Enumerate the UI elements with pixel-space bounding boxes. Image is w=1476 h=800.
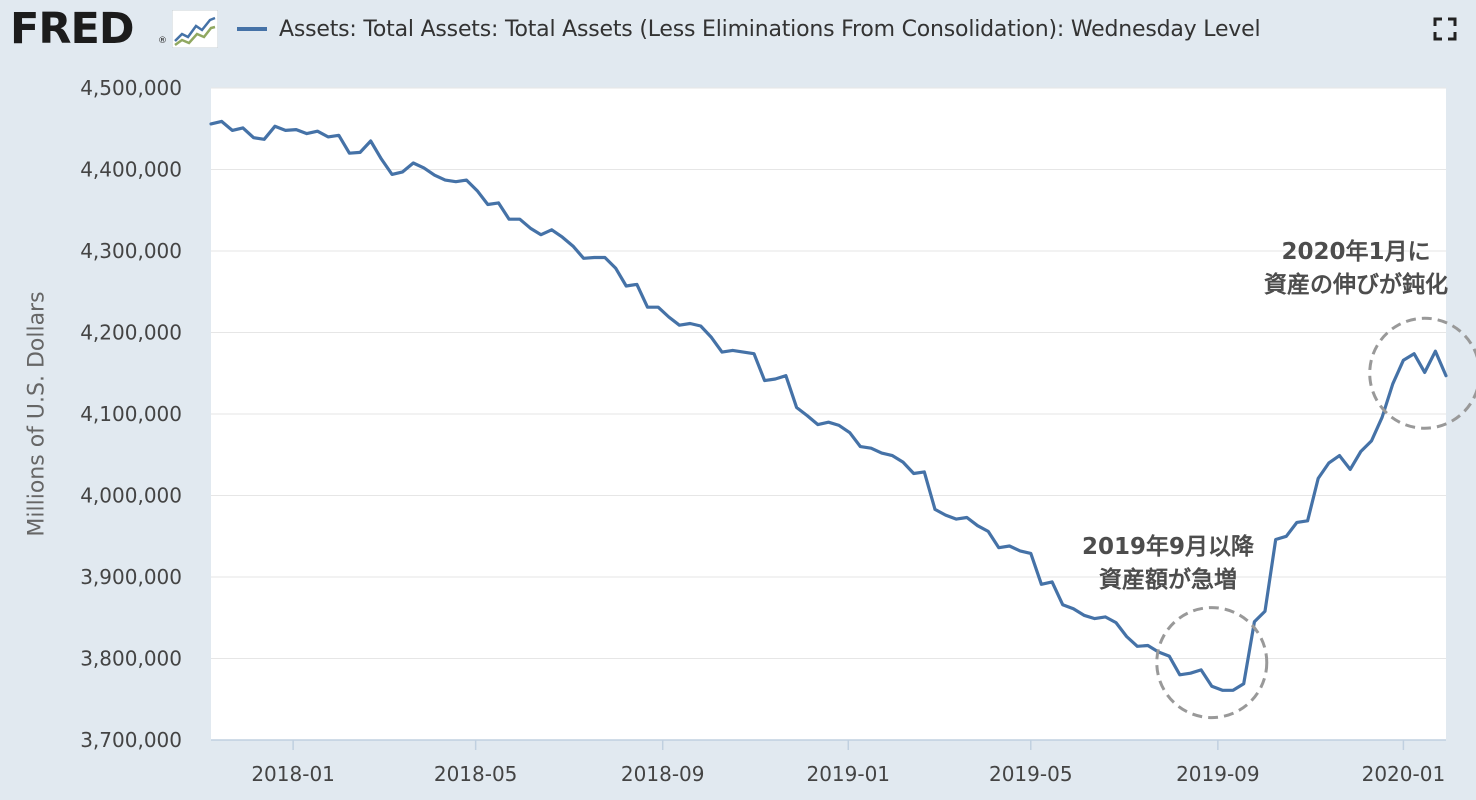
- legend-swatch: [237, 27, 267, 31]
- annotation-circle: [1155, 606, 1269, 720]
- y-tick-label: 3,900,000: [80, 565, 182, 589]
- x-tick-label: 2019-05: [989, 762, 1073, 786]
- annotation-line: 資産額が急増: [1099, 567, 1237, 593]
- fred-logo[interactable]: FRED: [10, 4, 135, 54]
- fullscreen-icon[interactable]: [1432, 16, 1458, 42]
- chart-legend[interactable]: Assets: Total Assets: Total Assets (Less…: [237, 14, 1261, 44]
- series-line: [209, 119, 1448, 692]
- y-tick-label: 4,400,000: [80, 158, 182, 182]
- x-tick-label: 2018-09: [621, 762, 705, 786]
- y-tick-label: 4,100,000: [80, 402, 182, 426]
- x-tick-label: 2019-09: [1176, 762, 1260, 786]
- registered-mark: ®: [158, 36, 167, 46]
- chart-header: FRED ® Assets: Total Assets: Total Asset…: [0, 0, 1476, 62]
- x-tick-label: 2018-05: [434, 762, 518, 786]
- y-tick-label: 3,800,000: [80, 647, 182, 671]
- x-tick-label: 2019-01: [806, 762, 890, 786]
- annotation-line: 2020年1月に: [1281, 239, 1431, 265]
- annotation-line: 資産の伸びが鈍化: [1264, 272, 1448, 298]
- y-tick-label: 4,200,000: [80, 321, 182, 345]
- x-tick-label: 2020-01: [1362, 762, 1446, 786]
- y-tick-label: 3,700,000: [80, 728, 182, 752]
- annotation-circle: [1368, 316, 1476, 430]
- annotation-2020-slowdown: 2020年1月に 資産の伸びが鈍化: [1226, 236, 1476, 302]
- x-tick-label: 2018-01: [251, 762, 335, 786]
- annotation-2019-surge: 2019年9月以降 資産額が急増: [1050, 531, 1286, 597]
- y-tick-label: 4,300,000: [80, 239, 182, 263]
- trend-chart-icon: [172, 10, 218, 48]
- legend-label: Assets: Total Assets: Total Assets (Less…: [279, 16, 1261, 42]
- y-tick-label: 4,000,000: [80, 484, 182, 508]
- y-tick-label: 4,500,000: [80, 76, 182, 100]
- annotation-line: 2019年9月以降: [1081, 534, 1255, 560]
